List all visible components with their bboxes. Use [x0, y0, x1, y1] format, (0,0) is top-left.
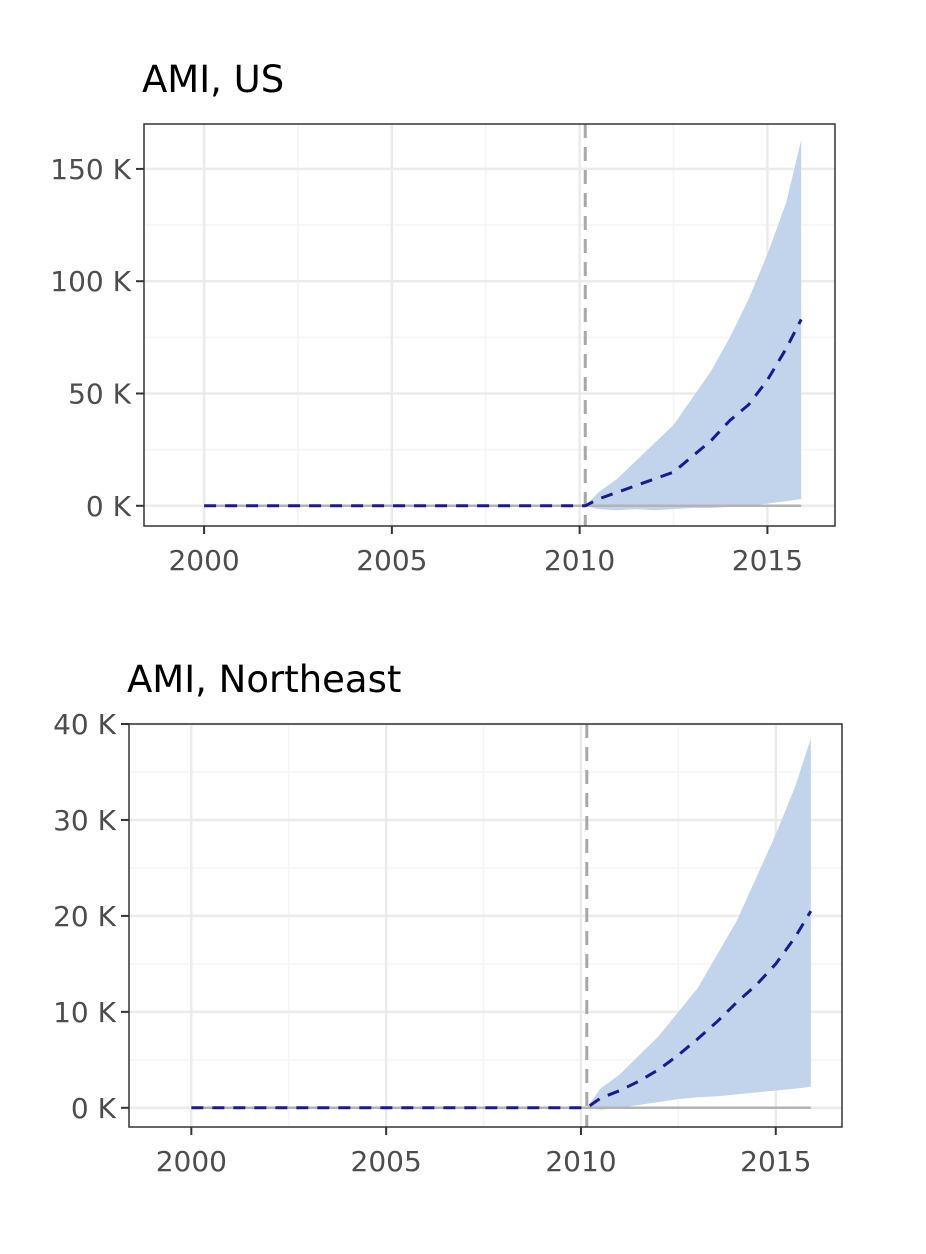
x-tick-label: 2010 — [544, 544, 615, 577]
prediction-interval-ribbon — [586, 738, 811, 1110]
y-tick-label: 100 K — [50, 265, 131, 298]
y-tick-label: 150 K — [50, 153, 131, 186]
x-tick-label: 2015 — [732, 544, 803, 577]
median-line — [191, 910, 813, 1110]
y-tick-label: 30 K — [53, 804, 117, 837]
panel-border — [128, 723, 843, 1128]
y-tick-label: 20 K — [53, 900, 117, 933]
x-tick-label: 2005 — [356, 544, 427, 577]
chart-title: AMI, Northeast — [127, 658, 401, 701]
panel-border — [143, 123, 836, 527]
y-tick-label: 0 K — [71, 1092, 117, 1125]
x-tick-label: 2000 — [156, 1145, 227, 1178]
y-tick-label: 40 K — [53, 708, 117, 741]
y-tick-label: 50 K — [68, 377, 132, 410]
prediction-interval-ribbon — [585, 139, 802, 511]
y-tick-label: 10 K — [53, 996, 117, 1029]
x-tick-label: 2000 — [168, 544, 239, 577]
chart-panel-northeast: AMI, Northeast 0 K 10 K 20 K 30 K 40 K 2000 200… — [53, 658, 843, 1178]
median-line — [204, 318, 803, 508]
x-tick-label: 2005 — [351, 1145, 422, 1178]
x-tick-label: 2015 — [740, 1145, 811, 1178]
chart-title: AMI, US — [142, 58, 284, 101]
x-tick-label: 2010 — [545, 1145, 616, 1178]
y-tick-label: 0 K — [86, 490, 132, 523]
chart-panel-us: AMI, US 0 K 50 K 100 K 150 K 2000 2005 2010 2015 — [50, 58, 836, 577]
